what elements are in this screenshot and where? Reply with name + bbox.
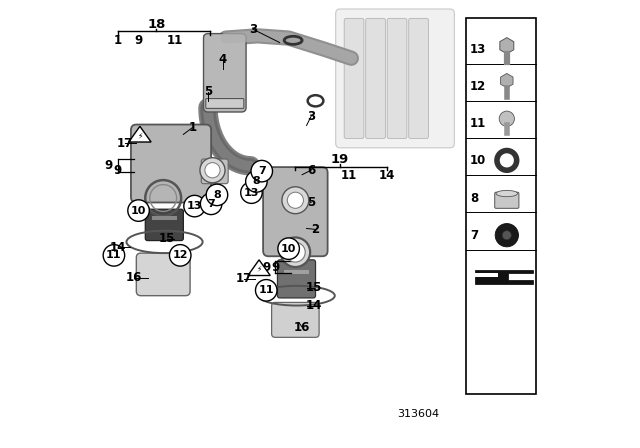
Text: 11: 11 [341,169,357,182]
FancyBboxPatch shape [409,18,428,138]
Text: 9: 9 [113,164,122,177]
Circle shape [502,231,511,240]
FancyBboxPatch shape [278,260,316,298]
FancyBboxPatch shape [495,192,519,208]
Text: 11: 11 [259,285,274,295]
Circle shape [246,171,267,192]
Text: ⚡: ⚡ [137,131,143,140]
Text: 14: 14 [306,299,323,312]
Circle shape [287,192,303,208]
Text: 9: 9 [134,34,143,47]
Text: 10: 10 [131,206,147,215]
FancyBboxPatch shape [387,18,407,138]
Text: 19: 19 [331,152,349,166]
Text: ⚡: ⚡ [257,264,262,273]
Polygon shape [476,270,533,284]
Text: 15: 15 [306,281,323,294]
Bar [476,273,498,277]
Text: 7: 7 [258,166,266,176]
Circle shape [495,224,518,247]
Text: 13: 13 [244,188,259,198]
Ellipse shape [496,190,518,197]
Circle shape [206,184,228,206]
Circle shape [499,111,515,126]
Text: 17: 17 [236,272,252,285]
Text: 2: 2 [312,223,319,236]
Text: 14: 14 [109,241,125,254]
Text: 9: 9 [104,159,113,172]
Circle shape [241,182,262,203]
Text: 9: 9 [262,260,270,274]
Text: 5: 5 [204,85,212,99]
Text: 2: 2 [291,169,300,182]
Polygon shape [129,126,151,142]
Text: 18: 18 [147,18,166,31]
Text: 1: 1 [188,121,196,134]
Text: 313604: 313604 [397,409,440,419]
Circle shape [285,242,305,262]
Text: 6: 6 [307,164,315,177]
Circle shape [184,195,205,217]
FancyBboxPatch shape [271,302,319,337]
Text: 4: 4 [219,52,227,66]
Bar [284,270,309,274]
FancyBboxPatch shape [131,125,211,202]
Text: 12: 12 [470,79,486,93]
Circle shape [103,245,125,266]
FancyBboxPatch shape [344,18,364,138]
FancyBboxPatch shape [263,167,328,256]
Bar [466,18,536,394]
Circle shape [200,158,225,183]
Text: 11: 11 [470,116,486,130]
Circle shape [170,245,191,266]
FancyBboxPatch shape [202,159,228,184]
Text: 13: 13 [470,43,486,56]
Circle shape [205,163,220,178]
Text: 8: 8 [253,177,260,186]
Text: 16: 16 [294,320,310,334]
FancyBboxPatch shape [336,9,454,148]
Text: 12: 12 [172,250,188,260]
Text: 11: 11 [166,34,182,47]
Circle shape [282,187,309,214]
Text: 9: 9 [271,261,279,275]
FancyBboxPatch shape [145,209,184,241]
Bar [152,216,177,220]
Text: 15: 15 [159,232,175,246]
Circle shape [278,238,300,259]
Text: 3: 3 [249,22,257,36]
Text: 16: 16 [126,271,142,284]
FancyBboxPatch shape [136,253,190,296]
Text: 7: 7 [207,199,215,209]
Text: 7: 7 [470,228,478,242]
Text: 5: 5 [307,196,315,209]
Text: 1: 1 [113,34,122,47]
Text: 9: 9 [312,169,319,182]
Text: 3: 3 [307,110,315,123]
Text: 14: 14 [202,34,218,47]
Text: 14: 14 [379,169,396,182]
Circle shape [128,200,149,221]
Text: 8: 8 [213,190,221,200]
FancyBboxPatch shape [206,99,244,108]
Text: 11: 11 [106,250,122,260]
FancyBboxPatch shape [204,34,246,112]
Text: 8: 8 [470,191,478,205]
Text: 10: 10 [470,154,486,167]
FancyBboxPatch shape [365,18,385,138]
Circle shape [255,280,277,301]
Text: 17: 17 [116,137,132,150]
Circle shape [280,237,310,267]
Circle shape [251,160,273,182]
Circle shape [200,193,222,215]
Text: 13: 13 [187,201,202,211]
Text: 10: 10 [281,244,296,254]
Polygon shape [248,260,270,276]
